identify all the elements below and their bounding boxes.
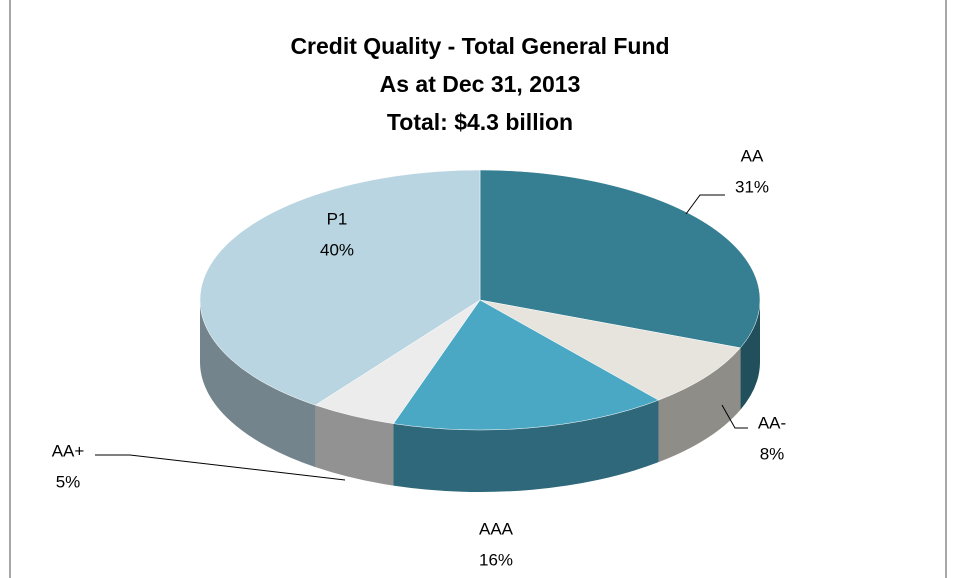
slice — [479, 169, 761, 349]
slice-value-label: 40% — [320, 240, 354, 259]
slice-value-label: 16% — [479, 550, 513, 569]
slice-value-label: 8% — [760, 444, 785, 463]
leader-line — [95, 454, 346, 481]
slice-side — [393, 400, 659, 492]
slice-side — [315, 405, 394, 486]
chart-subtitle: As at Dec 31, 2013 — [380, 71, 581, 97]
slice-side — [200, 300, 316, 468]
slice-side — [740, 300, 760, 410]
slice-side — [658, 347, 741, 463]
slice — [479, 299, 741, 401]
slice-label: AA+ — [52, 441, 85, 460]
slice-value-label: 31% — [735, 177, 769, 196]
slice-value-label: 5% — [56, 472, 81, 491]
slice-label: AAA — [479, 519, 514, 538]
slice — [199, 169, 481, 406]
slice-label: AA — [741, 146, 764, 165]
slice-label: AA- — [758, 413, 786, 432]
chart-subtitle: Total: $4.3 billion — [387, 109, 573, 135]
slice-label: P1 — [327, 209, 348, 228]
leader-line — [685, 194, 725, 215]
slice — [393, 299, 660, 431]
leader-line — [721, 404, 748, 429]
chart-title: Credit Quality - Total General Fund — [290, 33, 669, 59]
